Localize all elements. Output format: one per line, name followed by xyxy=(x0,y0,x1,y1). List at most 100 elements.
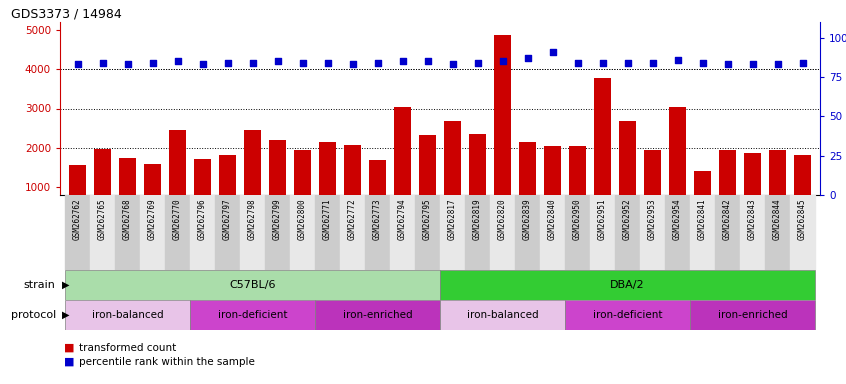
Text: GSM262843: GSM262843 xyxy=(748,199,757,240)
Bar xyxy=(165,195,190,270)
Point xyxy=(546,49,559,55)
Bar xyxy=(490,195,515,270)
Point xyxy=(571,60,585,66)
Bar xyxy=(590,195,615,270)
Bar xyxy=(669,106,685,227)
Point xyxy=(171,58,184,65)
Text: C57BL/6: C57BL/6 xyxy=(229,280,276,290)
Bar xyxy=(320,142,336,227)
Bar xyxy=(465,195,490,270)
Text: iron-balanced: iron-balanced xyxy=(91,310,163,320)
Bar xyxy=(619,121,635,227)
Text: GSM262950: GSM262950 xyxy=(573,199,582,240)
Bar xyxy=(695,171,711,227)
Bar xyxy=(315,300,440,330)
Text: GSM262954: GSM262954 xyxy=(673,199,682,240)
Text: iron-enriched: iron-enriched xyxy=(343,310,412,320)
Bar xyxy=(195,159,211,227)
Text: iron-deficient: iron-deficient xyxy=(593,310,662,320)
Text: strain: strain xyxy=(24,280,56,290)
Text: iron-enriched: iron-enriched xyxy=(717,310,788,320)
Bar xyxy=(140,195,165,270)
Bar xyxy=(544,146,561,227)
Point xyxy=(96,60,109,66)
Point xyxy=(121,61,135,68)
Text: GSM262795: GSM262795 xyxy=(423,199,432,240)
Bar xyxy=(665,195,690,270)
Point xyxy=(146,60,159,66)
Text: GSM262839: GSM262839 xyxy=(523,199,532,240)
Bar xyxy=(565,195,590,270)
Text: GSM262768: GSM262768 xyxy=(123,199,132,240)
Bar xyxy=(440,270,815,300)
Bar xyxy=(219,155,236,227)
Point xyxy=(796,60,810,66)
Text: GSM262773: GSM262773 xyxy=(373,199,382,240)
Point xyxy=(470,60,484,66)
Bar xyxy=(344,145,360,227)
Bar xyxy=(690,195,715,270)
Bar xyxy=(169,130,185,227)
Text: GSM262844: GSM262844 xyxy=(773,199,782,240)
Bar xyxy=(315,195,340,270)
Bar xyxy=(190,195,215,270)
Point xyxy=(221,60,234,66)
Text: iron-balanced: iron-balanced xyxy=(467,310,538,320)
Bar xyxy=(265,195,290,270)
Bar xyxy=(240,195,265,270)
Bar xyxy=(640,195,665,270)
Text: GSM262819: GSM262819 xyxy=(473,199,482,240)
Bar xyxy=(444,121,460,227)
Bar xyxy=(515,195,540,270)
Bar xyxy=(269,140,286,227)
Bar xyxy=(65,270,440,300)
Bar xyxy=(470,134,486,227)
Point xyxy=(645,60,659,66)
Text: DBA/2: DBA/2 xyxy=(610,280,645,290)
Point xyxy=(71,61,85,68)
Point xyxy=(721,61,734,68)
Bar xyxy=(565,300,690,330)
Bar xyxy=(340,195,365,270)
Point xyxy=(195,61,209,68)
Point xyxy=(745,61,759,68)
Bar xyxy=(95,149,111,227)
Bar xyxy=(365,195,390,270)
Text: GSM262762: GSM262762 xyxy=(73,199,82,240)
Text: GSM262769: GSM262769 xyxy=(148,199,157,240)
Text: GSM262951: GSM262951 xyxy=(598,199,607,240)
Bar xyxy=(519,142,536,227)
Text: GSM262953: GSM262953 xyxy=(648,199,657,240)
Text: GSM262798: GSM262798 xyxy=(248,199,257,240)
Text: ▶: ▶ xyxy=(62,310,69,320)
Bar xyxy=(244,130,261,227)
Bar xyxy=(370,160,386,227)
Point xyxy=(496,58,509,65)
Bar xyxy=(65,195,90,270)
Text: GSM262845: GSM262845 xyxy=(798,199,807,240)
Text: GSM262952: GSM262952 xyxy=(623,199,632,240)
Text: GSM262800: GSM262800 xyxy=(298,199,307,240)
Text: GSM262799: GSM262799 xyxy=(273,199,282,240)
Point xyxy=(321,60,334,66)
Bar xyxy=(645,150,661,227)
Text: ■: ■ xyxy=(64,343,74,353)
Point xyxy=(396,58,409,65)
Point xyxy=(671,57,684,63)
Text: GSM262794: GSM262794 xyxy=(398,199,407,240)
Bar xyxy=(115,195,140,270)
Text: GSM262796: GSM262796 xyxy=(198,199,207,240)
Point xyxy=(521,55,535,61)
Bar xyxy=(794,155,810,227)
Text: GSM262765: GSM262765 xyxy=(98,199,107,240)
Text: percentile rank within the sample: percentile rank within the sample xyxy=(79,357,255,367)
Bar xyxy=(719,150,736,227)
Text: GSM262770: GSM262770 xyxy=(173,199,182,240)
Point xyxy=(371,60,384,66)
Text: iron-deficient: iron-deficient xyxy=(217,310,288,320)
Text: GSM262797: GSM262797 xyxy=(223,199,232,240)
Text: ■: ■ xyxy=(64,357,74,367)
Point xyxy=(346,61,360,68)
Point xyxy=(695,60,709,66)
Point xyxy=(296,60,310,66)
